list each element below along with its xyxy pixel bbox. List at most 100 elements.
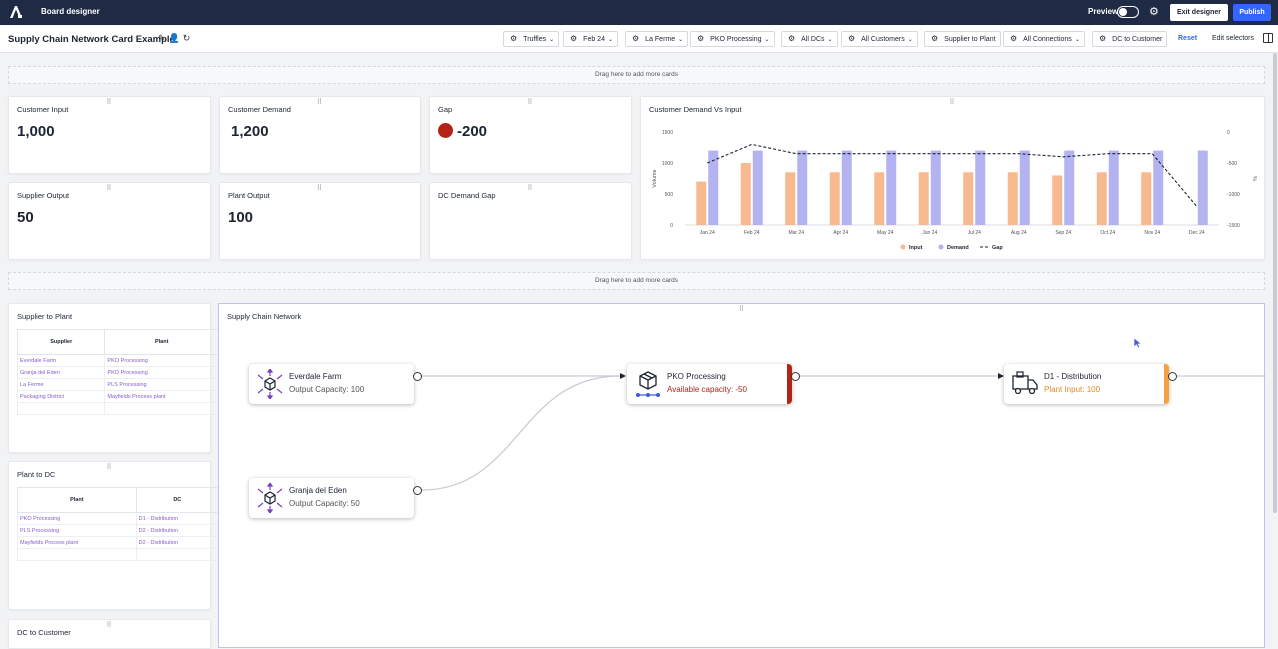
table-cell[interactable]: D2 - Distribution <box>135 536 220 549</box>
table-card-supplier-to-plant[interactable]: Supplier to Plant Supplier Plant Everdal… <box>8 303 219 453</box>
filter-dcs[interactable]: ⚙ All DCs ⌄ <box>781 31 838 47</box>
kpi-card-plant-output[interactable]: ⠿ Plant Output 100 <box>219 182 421 260</box>
table-cell[interactable] <box>135 548 220 561</box>
table-cell[interactable]: Everdale Farm <box>16 354 106 367</box>
preview-toggle[interactable] <box>1117 6 1139 18</box>
x-tick-label: Feb 24 <box>744 230 760 236</box>
network-edges <box>421 373 1266 491</box>
node-granja-del-eden[interactable]: Granja del Eden Output Capacity: 50 <box>249 478 414 518</box>
drag-handle-icon[interactable]: ⠿ <box>316 99 324 106</box>
drop-zone-top[interactable]: Drag here to add more cards <box>8 66 1265 84</box>
bar-input <box>1141 172 1152 225</box>
output-port[interactable] <box>413 486 422 495</box>
table-cell[interactable]: Mayfields Process plant <box>104 390 219 403</box>
drag-handle-icon[interactable]: ⠿ <box>316 185 324 192</box>
app-logo-icon[interactable] <box>8 4 24 20</box>
table-cell[interactable]: PKO Processing <box>104 354 219 367</box>
filter-connections[interactable]: ⚙ All Connections ⌄ <box>1003 31 1085 47</box>
chevron-down-icon: ⌄ <box>764 37 770 43</box>
side-panel-icon[interactable] <box>1263 33 1273 43</box>
refresh-icon[interactable]: ↻ <box>182 33 194 43</box>
kpi-card-supplier-output[interactable]: ⠿ Supplier Output 50 <box>8 182 211 260</box>
node-name: Everdale Farm <box>289 372 342 381</box>
filter-supplier[interactable]: ⚙ La Ferme ⌄ <box>625 31 689 47</box>
output-port[interactable] <box>1168 372 1177 381</box>
table-cell[interactable]: Granja del Eden <box>16 366 106 379</box>
drag-handle-icon[interactable]: ⠿ <box>738 306 745 313</box>
filter-customers[interactable]: ⚙ All Customers ⌄ <box>841 31 918 47</box>
drag-handle-icon[interactable]: ⠿ <box>106 464 113 471</box>
table-row[interactable]: Mayfields Process plant D2 - Distribution <box>17 536 220 549</box>
drag-handle-icon[interactable]: ⠿ <box>106 185 113 192</box>
column-header[interactable]: Supplier <box>16 329 106 355</box>
table-card-plant-to-dc[interactable]: ⠿ Plant to DC Plant DC PKO Processing D1 … <box>8 461 220 610</box>
output-port[interactable] <box>791 372 800 381</box>
table-cell[interactable]: PKO Processing <box>104 366 219 379</box>
reset-link[interactable]: Reset <box>1178 35 1198 42</box>
column-header[interactable]: Plant <box>104 329 219 355</box>
column-header[interactable]: DC <box>135 487 220 513</box>
filter-month[interactable]: ⚙ Feb 24 ⌄ <box>563 31 618 47</box>
bar-demand <box>841 150 852 225</box>
table-cell[interactable]: La Ferme <box>16 378 106 391</box>
table-cell[interactable]: PLS Processing <box>17 524 137 537</box>
output-port[interactable] <box>413 372 422 381</box>
filter-dc-to-customer[interactable]: ⚙ DC to Customer <box>1092 31 1168 47</box>
publish-button[interactable]: Publish <box>1233 4 1271 21</box>
bar-input <box>963 172 974 225</box>
drag-handle-icon[interactable]: ⠿ <box>949 99 956 106</box>
drag-handle-icon[interactable]: ⠿ <box>106 622 113 629</box>
x-tick-label: Mar 24 <box>788 230 804 236</box>
edit-pencil-icon[interactable]: ✎ <box>158 33 169 43</box>
bar-demand <box>886 150 897 225</box>
edit-selectors-link[interactable]: Edit selectors <box>1212 35 1255 42</box>
node-name: PKO Processing <box>667 372 726 381</box>
table-cell[interactable]: Mayfields Process plant <box>17 536 137 549</box>
table-card-dc-to-customer[interactable]: ⠿ DC to Customer <box>8 619 211 649</box>
filter-supplier-to-plant[interactable]: ⚙ Supplier to Plant <box>924 31 1001 47</box>
column-header[interactable]: Plant <box>17 487 137 513</box>
table-row[interactable]: Packaging District Mayfields Process plan… <box>16 390 219 403</box>
node-everdale-farm[interactable]: Everdale Farm Output Capacity: 100 <box>249 364 414 404</box>
scrollbar[interactable] <box>1273 53 1277 513</box>
drag-handle-icon[interactable]: ⠿ <box>527 185 534 192</box>
table-cell[interactable]: D2 - Distribution <box>135 524 220 537</box>
x-tick-label: Jun 24 <box>922 230 937 236</box>
chart-card-demand-vs-input[interactable]: ⠿ Customer Demand Vs Input 0 500 1000 1500 0… <box>640 96 1265 260</box>
table-row[interactable]: PKO Processing D1 - Distribution <box>17 512 220 525</box>
filter-plant[interactable]: ⚙ PKO Processing ⌄ <box>690 31 775 47</box>
kpi-card-dc-demand-gap[interactable]: ⠿ DC Demand Gap <box>429 182 632 260</box>
table-row[interactable]: Everdale Farm PKO Processing <box>16 354 219 367</box>
kpi-card-gap[interactable]: ⠿ Gap -200 <box>429 96 632 174</box>
table-cell[interactable] <box>17 548 137 561</box>
exit-designer-button[interactable]: Exit designer <box>1170 4 1228 21</box>
bar-input <box>829 172 840 225</box>
user-icon[interactable]: 👤 <box>168 33 183 43</box>
table-row[interactable] <box>17 548 220 561</box>
drag-handle-icon[interactable]: ⠿ <box>527 99 534 106</box>
filter-gear-icon: ⚙ <box>1010 34 1018 43</box>
table-cell[interactable]: Packaging District <box>16 390 106 403</box>
drag-handle-icon[interactable]: ⠿ <box>106 99 113 106</box>
table-row[interactable] <box>16 402 219 415</box>
supply-chain-network-card[interactable]: ⠿ Supply Chain Network Everdale Farm Out… <box>218 303 1266 648</box>
drop-zone-middle[interactable]: Drag here to add more cards <box>8 272 1265 290</box>
table-cell[interactable] <box>16 402 106 415</box>
kpi-card-customer-demand[interactable]: ⠿ Customer Demand 1,200 <box>219 96 421 174</box>
table-cell[interactable]: PLS Processing <box>104 378 219 391</box>
node-d1-distribution[interactable]: D1 - Distribution Plant Input: 100 <box>1004 364 1169 404</box>
table-cell[interactable] <box>104 402 219 415</box>
mouse-cursor-icon <box>1133 337 1143 349</box>
table-row[interactable]: La Ferme PLS Processing <box>16 378 219 391</box>
kpi-card-customer-input[interactable]: ⠿ Customer Input 1,000 <box>8 96 211 174</box>
table-row[interactable]: Granja del Eden PKO Processing <box>16 366 219 379</box>
chevron-down-icon: ⌄ <box>678 37 684 43</box>
table-row[interactable]: PLS Processing D2 - Distribution <box>17 524 220 537</box>
filter-truffles[interactable]: ⚙ Truffles ⌄ <box>503 31 560 47</box>
node-pko-processing[interactable]: PKO Processing Available capacity: -50 <box>627 364 792 404</box>
table-cell[interactable]: PKO Processing <box>17 512 137 525</box>
card-title: Supplier to Plant <box>17 312 73 321</box>
settings-gear-icon[interactable]: ⚙ <box>1149 6 1159 18</box>
node-metric: Output Capacity: 50 <box>289 499 360 508</box>
table-cell[interactable]: D1 - Distribution <box>135 512 220 525</box>
